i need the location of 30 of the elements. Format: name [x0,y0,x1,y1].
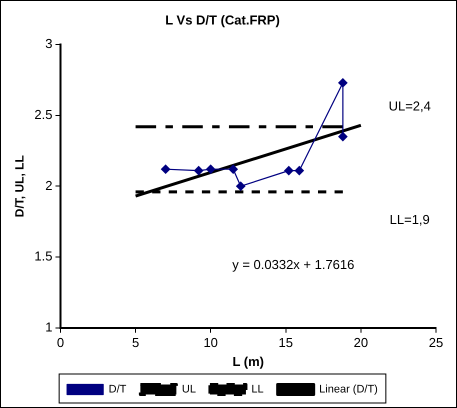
point [338,78,348,88]
y-tick-label: 2 [45,178,52,193]
legend-label: Linear (D/T) [319,384,378,396]
legend-label: UL [182,384,196,396]
annotation: y = 0.0332x + 1.7616 [232,257,354,272]
x-tick-label: 20 [354,335,368,350]
point [228,164,238,174]
x-tick-label: 0 [56,335,64,350]
x-tick-label: 25 [428,335,444,350]
x-tick-label: 10 [203,335,218,350]
point [236,182,246,191]
legend-label: LL [251,384,264,396]
annotation: UL=2,4 [388,98,431,114]
legend-label: D/T [108,384,127,396]
point [194,166,204,176]
y-tick-label: 1 [45,319,52,334]
y-tick-label: 1.5 [34,248,52,264]
point [206,164,216,174]
point [338,132,348,142]
chart-title: L Vs D/T (Cat.FRP) [165,12,280,28]
y-tick-label: 3 [45,36,52,52]
x-tick-label: 15 [278,335,294,350]
y-axis-title: D/T, UL, LL [12,155,27,218]
point [161,164,170,174]
point [284,166,294,176]
annotation: LL=1,9 [390,212,430,227]
x-tick-label: 5 [132,335,140,350]
point [294,166,304,176]
x-axis-title: L (m) [232,354,264,369]
y-tick-label: 2.5 [34,106,52,122]
